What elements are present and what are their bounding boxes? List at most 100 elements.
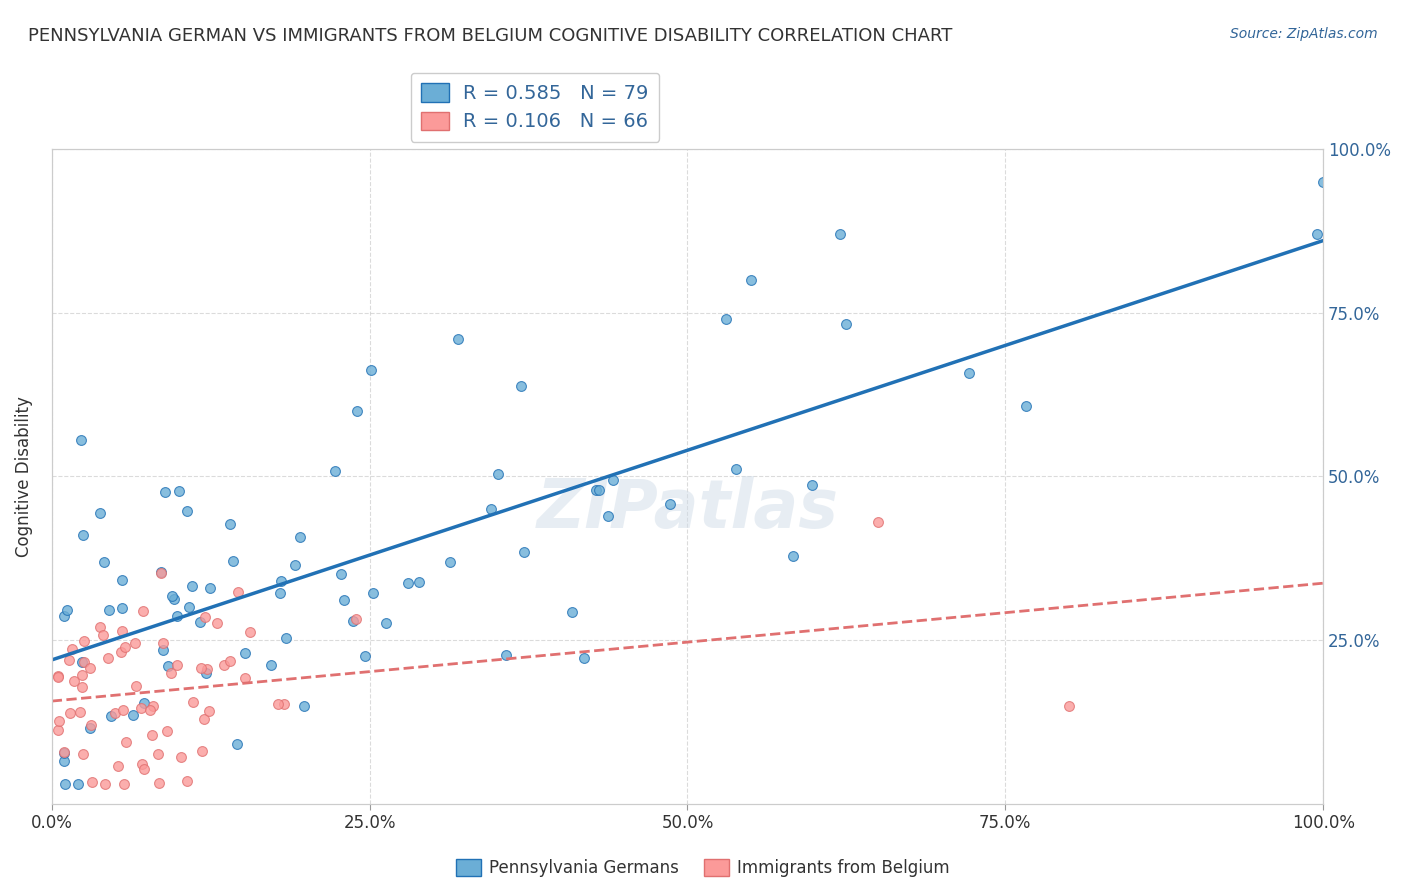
Point [160,589,183,603]
Point [1057,698,1080,713]
Point [270,574,292,588]
Point [479,502,502,516]
Point [179,600,201,615]
Point [131,757,153,772]
Point [62,674,84,689]
Point [53,755,76,769]
Point [53,746,76,760]
Point [156,659,179,673]
Point [513,545,536,559]
Point [585,483,607,497]
Point [89,620,111,634]
Point [72,527,94,541]
Point [176,773,198,788]
Point [193,713,215,727]
Point [166,608,188,623]
Point [195,662,218,676]
Point [60,641,83,656]
Point [110,645,132,659]
Point [1015,399,1038,413]
Point [104,706,127,721]
Point [70,655,93,669]
Point [239,624,262,639]
Point [801,478,824,492]
Point [56,603,79,617]
Point [233,672,256,686]
Point [374,616,396,631]
Point [329,567,352,582]
Text: Source: ZipAtlas.com: Source: ZipAtlas.com [1230,27,1378,41]
Point [111,624,134,638]
Point [141,728,163,742]
Point [53,609,76,624]
Point [46,723,69,738]
Point [218,654,240,668]
Point [447,332,470,346]
Point [70,680,93,694]
Point [139,703,162,717]
Point [486,467,509,482]
Point [408,575,430,590]
Point [207,615,229,630]
Point [363,586,385,600]
Point [46,670,69,684]
Point [70,667,93,681]
Point [266,697,288,711]
Point [150,565,173,579]
Point [69,705,91,719]
Point [100,709,122,723]
Point [495,648,517,662]
Point [132,696,155,710]
Point [98,603,121,617]
Point [782,549,804,563]
Point [149,566,172,581]
Point [323,464,346,478]
Point [114,640,136,654]
Point [276,631,298,645]
Point [132,604,155,618]
Point [957,366,980,380]
Point [93,555,115,569]
Point [115,735,138,749]
Point [740,273,762,287]
Legend: Pennsylvania Germans, Immigrants from Belgium: Pennsylvania Germans, Immigrants from Be… [450,852,956,884]
Point [82,775,104,789]
Point [561,605,583,619]
Point [169,483,191,498]
Point [396,576,419,591]
Point [197,704,219,718]
Point [360,363,382,377]
Point [72,633,94,648]
Point [292,698,315,713]
Text: ZIPatlas: ZIPatlas [537,476,838,542]
Point [188,615,211,629]
Text: PENNSYLVANIA GERMAN VS IMMIGRANTS FROM BELGIUM COGNITIVE DISABILITY CORRELATION : PENNSYLVANIA GERMAN VS IMMIGRANTS FROM B… [28,27,952,45]
Point [160,665,183,680]
Point [89,507,111,521]
Point [111,573,134,587]
Point [152,636,174,650]
Point [353,649,375,664]
Point [79,721,101,735]
Point [124,636,146,650]
Point [73,655,96,669]
Point [166,657,188,672]
Point [344,612,367,626]
Point [191,743,214,757]
Point [146,747,169,761]
Point [181,579,204,593]
Point [333,593,356,607]
Point [181,695,204,709]
Point [194,666,217,681]
Point [53,746,76,760]
Point [290,530,312,544]
Point [868,515,890,529]
Point [152,643,174,657]
Point [226,585,249,599]
Point [602,473,624,487]
Point [269,586,291,600]
Point [1306,227,1329,241]
Point [235,646,257,660]
Point [725,462,748,476]
Point [221,554,243,568]
